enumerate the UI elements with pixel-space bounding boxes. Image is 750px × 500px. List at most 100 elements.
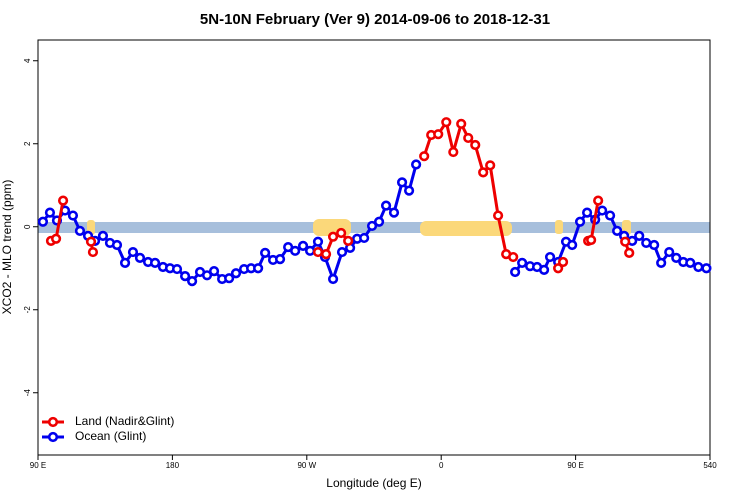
x-tick-label: 180 xyxy=(166,461,180,470)
plot-frame xyxy=(37,39,711,456)
legend-label: Land (Nadir&Glint) xyxy=(75,414,174,428)
point xyxy=(433,129,444,140)
point xyxy=(448,146,459,158)
point xyxy=(597,205,608,216)
point xyxy=(366,220,378,232)
point xyxy=(44,207,56,218)
point xyxy=(593,195,604,206)
point xyxy=(134,252,146,263)
point xyxy=(470,139,481,151)
point xyxy=(304,245,316,256)
point xyxy=(336,227,347,239)
point xyxy=(671,252,682,263)
point xyxy=(253,263,264,274)
point xyxy=(327,231,339,242)
point xyxy=(57,195,69,206)
point xyxy=(359,232,370,244)
point xyxy=(67,210,79,221)
point xyxy=(74,225,86,236)
point xyxy=(37,216,49,227)
point xyxy=(373,216,385,227)
point xyxy=(553,263,564,274)
point xyxy=(274,254,286,265)
point xyxy=(492,210,504,221)
x-axis-label: Longitude (deg E) xyxy=(326,476,421,490)
y-tick-label: -2 xyxy=(23,306,32,314)
legend-marker xyxy=(47,416,59,428)
point xyxy=(171,263,183,275)
point xyxy=(97,230,109,241)
chart-title: 5N-10N February (Ver 9) 2014-09-06 to 20… xyxy=(200,11,550,28)
point xyxy=(510,266,521,278)
point xyxy=(336,246,348,258)
point xyxy=(312,246,324,258)
point xyxy=(230,268,242,279)
point xyxy=(419,151,430,162)
point xyxy=(403,185,415,196)
point xyxy=(388,207,400,218)
point xyxy=(149,257,161,268)
y-tick-label: 4 xyxy=(23,58,32,63)
point xyxy=(624,247,635,258)
x-tick-label: 0 xyxy=(439,461,444,470)
point xyxy=(111,239,123,251)
point xyxy=(260,247,271,258)
point xyxy=(649,239,660,251)
legend-label: Ocean (Glint) xyxy=(75,429,146,443)
point xyxy=(685,257,696,268)
point xyxy=(586,234,597,246)
y-tick-label: -4 xyxy=(23,389,32,397)
point xyxy=(620,236,631,247)
legend-marker xyxy=(47,431,59,443)
point xyxy=(312,236,324,247)
point xyxy=(85,236,97,247)
y-tick-label: 0 xyxy=(23,224,32,229)
point xyxy=(463,132,474,144)
point xyxy=(179,271,191,282)
point xyxy=(127,246,139,258)
point xyxy=(581,207,593,218)
point xyxy=(557,256,569,268)
point xyxy=(201,270,213,281)
point xyxy=(290,245,301,256)
point xyxy=(574,216,586,227)
point xyxy=(343,235,354,246)
x-tick-label: 540 xyxy=(703,461,717,470)
x-tick-label: 90 W xyxy=(297,461,316,470)
point xyxy=(224,273,235,284)
point xyxy=(701,263,712,274)
point xyxy=(411,159,422,170)
point xyxy=(320,249,332,260)
point xyxy=(544,251,556,263)
point xyxy=(396,177,408,188)
point xyxy=(380,200,392,211)
point xyxy=(208,266,220,277)
y-tick-label: 2 xyxy=(23,141,32,146)
point xyxy=(441,117,452,128)
point xyxy=(641,237,652,249)
point xyxy=(485,160,496,171)
point xyxy=(567,239,578,251)
y-axis-label: XCO2 - MLO trend (ppm) xyxy=(0,180,14,315)
x-tick-label: 90 E xyxy=(567,461,583,470)
point xyxy=(664,246,675,258)
point xyxy=(517,257,528,268)
point xyxy=(656,257,667,268)
point xyxy=(604,210,616,221)
point xyxy=(187,276,198,287)
series-line xyxy=(50,118,631,270)
point xyxy=(612,225,623,236)
point xyxy=(327,273,339,285)
point xyxy=(297,240,309,251)
point xyxy=(634,230,645,241)
point xyxy=(538,264,550,276)
point xyxy=(119,257,131,268)
point xyxy=(87,246,99,258)
point xyxy=(478,167,489,178)
point xyxy=(50,233,62,244)
x-tick-label: 90 E xyxy=(30,461,46,470)
point xyxy=(693,261,704,273)
point xyxy=(508,251,519,263)
point xyxy=(456,118,467,129)
